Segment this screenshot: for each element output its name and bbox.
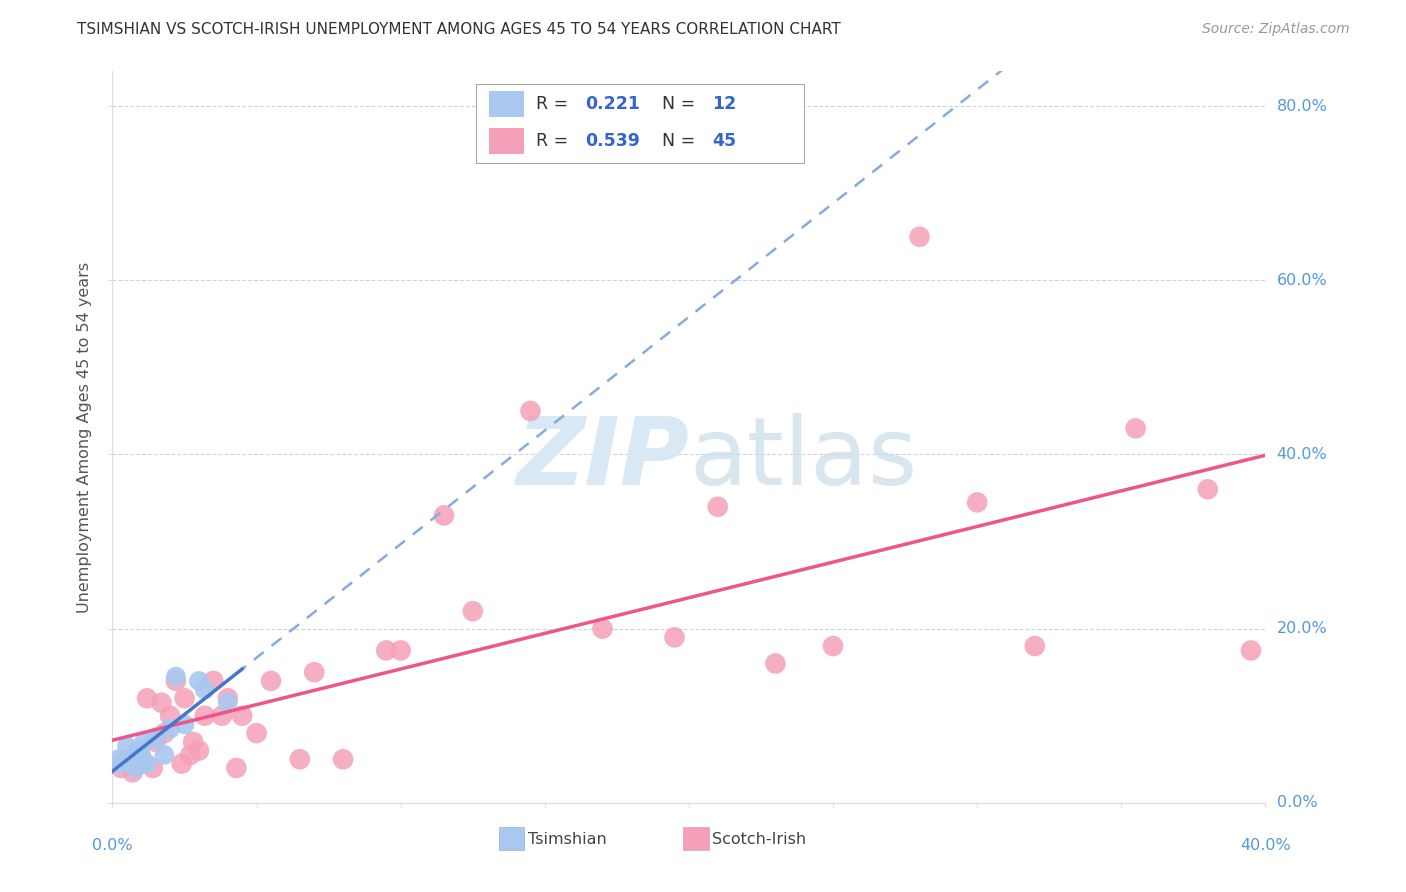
Point bbox=[1240, 643, 1263, 657]
Point bbox=[231, 708, 253, 723]
Point bbox=[181, 735, 204, 749]
Point bbox=[1197, 483, 1219, 497]
Text: 45: 45 bbox=[711, 132, 737, 150]
Point bbox=[389, 643, 412, 657]
Point bbox=[170, 756, 193, 771]
Text: 0.221: 0.221 bbox=[585, 95, 640, 113]
Point bbox=[304, 665, 326, 680]
Point bbox=[136, 691, 159, 706]
Text: Source: ZipAtlas.com: Source: ZipAtlas.com bbox=[1202, 22, 1350, 37]
Point bbox=[592, 622, 614, 636]
Point bbox=[225, 761, 247, 775]
Text: 40.0%: 40.0% bbox=[1277, 447, 1327, 462]
Text: R =: R = bbox=[536, 132, 574, 150]
Text: N =: N = bbox=[662, 95, 702, 113]
Point bbox=[288, 752, 311, 766]
Text: 20.0%: 20.0% bbox=[1277, 621, 1327, 636]
Point bbox=[129, 756, 153, 771]
Text: TSIMSHIAN VS SCOTCH-IRISH UNEMPLOYMENT AMONG AGES 45 TO 54 YEARS CORRELATION CHA: TSIMSHIAN VS SCOTCH-IRISH UNEMPLOYMENT A… bbox=[77, 22, 841, 37]
Point bbox=[145, 735, 167, 749]
Point bbox=[217, 696, 239, 710]
Text: ZIP: ZIP bbox=[516, 413, 689, 505]
Text: 80.0%: 80.0% bbox=[1277, 99, 1327, 113]
Text: Tsimshian: Tsimshian bbox=[527, 832, 606, 847]
Point bbox=[1125, 421, 1147, 435]
Text: 0.0%: 0.0% bbox=[93, 838, 132, 853]
Text: R =: R = bbox=[536, 95, 574, 113]
Point bbox=[134, 735, 156, 749]
Y-axis label: Unemployment Among Ages 45 to 54 years: Unemployment Among Ages 45 to 54 years bbox=[77, 261, 93, 613]
Point bbox=[173, 717, 195, 731]
Point bbox=[433, 508, 456, 523]
Point bbox=[188, 743, 211, 757]
Point bbox=[115, 739, 138, 754]
Point bbox=[375, 643, 398, 657]
Point bbox=[194, 682, 217, 697]
Point bbox=[107, 752, 129, 766]
Point bbox=[765, 657, 787, 671]
Point bbox=[260, 673, 283, 688]
Point bbox=[124, 752, 146, 766]
Point bbox=[124, 761, 146, 775]
Point bbox=[707, 500, 730, 514]
Point bbox=[908, 229, 931, 244]
Point bbox=[461, 604, 484, 618]
Point bbox=[194, 708, 217, 723]
Text: Scotch-Irish: Scotch-Irish bbox=[711, 832, 806, 847]
Point bbox=[1024, 639, 1046, 653]
Point bbox=[821, 639, 844, 653]
Point bbox=[110, 756, 132, 771]
Point bbox=[142, 761, 165, 775]
Text: atlas: atlas bbox=[689, 413, 917, 505]
Text: N =: N = bbox=[662, 132, 702, 150]
Point bbox=[159, 722, 181, 736]
Point bbox=[217, 691, 239, 706]
Bar bbox=[489, 91, 524, 118]
Point bbox=[150, 696, 173, 710]
Point bbox=[159, 708, 181, 723]
Point bbox=[129, 747, 153, 762]
Point bbox=[664, 631, 686, 645]
Point bbox=[246, 726, 269, 740]
Text: 0.539: 0.539 bbox=[585, 132, 640, 150]
Bar bbox=[499, 827, 524, 850]
Point bbox=[145, 731, 167, 745]
Point bbox=[136, 756, 159, 771]
Point bbox=[173, 691, 195, 706]
Point bbox=[188, 673, 211, 688]
Point bbox=[110, 761, 132, 775]
Point bbox=[127, 743, 149, 757]
Text: 60.0%: 60.0% bbox=[1277, 273, 1327, 288]
Point bbox=[519, 404, 541, 418]
Text: 40.0%: 40.0% bbox=[1240, 838, 1291, 853]
Point bbox=[121, 765, 143, 780]
Point bbox=[211, 708, 233, 723]
Point bbox=[118, 752, 141, 766]
Bar bbox=[683, 827, 709, 850]
Point bbox=[179, 747, 201, 762]
Point bbox=[165, 669, 187, 683]
Point bbox=[115, 752, 138, 766]
Text: 12: 12 bbox=[711, 95, 737, 113]
Point bbox=[165, 673, 187, 688]
Point bbox=[332, 752, 354, 766]
FancyBboxPatch shape bbox=[475, 84, 804, 163]
Bar bbox=[489, 128, 524, 154]
Point bbox=[153, 747, 176, 762]
Text: 0.0%: 0.0% bbox=[1277, 796, 1317, 810]
Point bbox=[153, 726, 176, 740]
Point bbox=[966, 495, 988, 509]
Point bbox=[127, 743, 149, 757]
Point bbox=[202, 673, 225, 688]
